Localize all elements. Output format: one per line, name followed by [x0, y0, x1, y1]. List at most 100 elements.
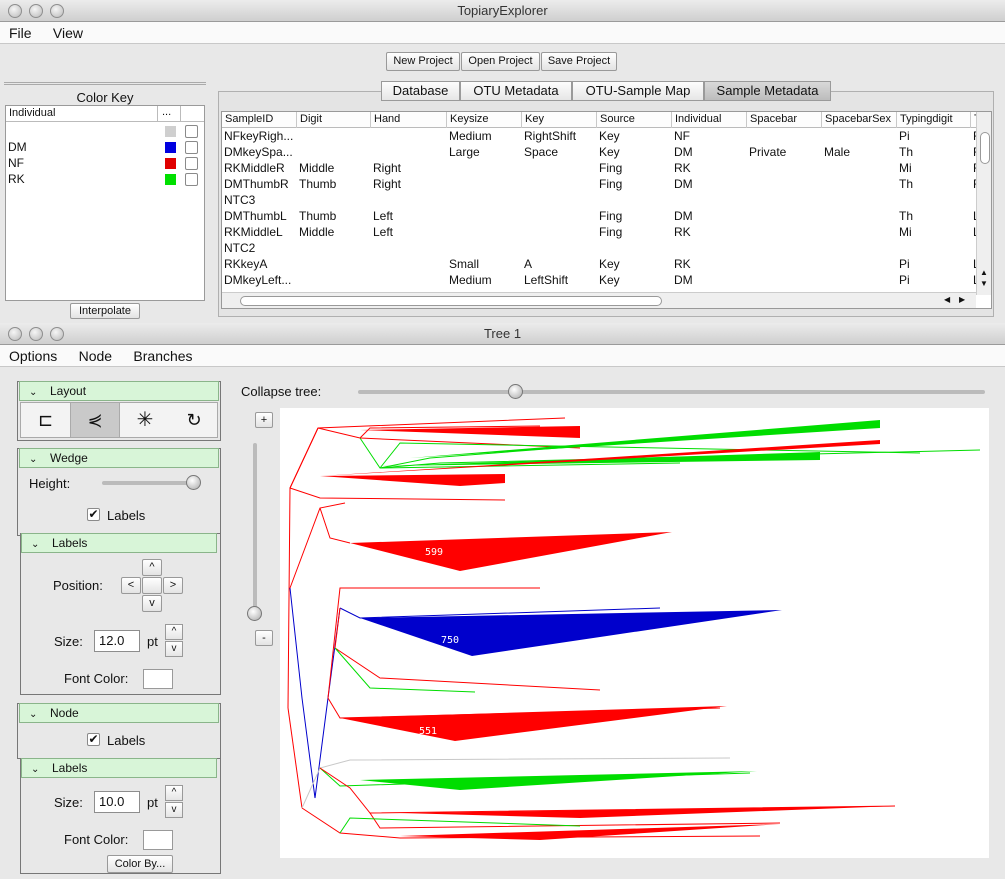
collapsed-clade-wedge[interactable]: [350, 532, 672, 571]
zoom-slider[interactable]: [253, 443, 257, 621]
sample-metadata-table[interactable]: SampleID Digit Hand Keysize Key Source Individ…: [221, 111, 992, 309]
horizontal-scroll-thumb[interactable]: [240, 296, 662, 306]
collapsed-clade-wedge[interactable]: [400, 824, 780, 840]
node-panel-header[interactable]: ⌄ Node: [19, 703, 219, 723]
color-key-checkbox[interactable]: [185, 157, 198, 170]
menu-options[interactable]: Options: [9, 348, 58, 364]
collapse-tree-slider-thumb[interactable]: [507, 384, 523, 399]
node-labels-checkbox[interactable]: ✔: [87, 732, 100, 746]
table-horizontal-scrollbar[interactable]: ◀ ▶: [222, 292, 976, 308]
color-swatch[interactable]: [165, 142, 176, 153]
color-key-checkbox[interactable]: [185, 141, 198, 154]
table-row[interactable]: DMThumbRThumbRightFingDMThR: [222, 176, 982, 192]
wedge-panel-header[interactable]: ⌄ Wedge: [19, 448, 219, 468]
interpolate-button[interactable]: Interpolate: [70, 303, 140, 319]
table-row[interactable]: DMThumbLThumbLeftFingDMThL: [222, 208, 980, 224]
column-header[interactable]: Keysize: [447, 112, 522, 128]
collapsed-clade-wedge[interactable]: [410, 420, 880, 458]
layout-panel-header[interactable]: ⌄ Layout: [19, 381, 219, 401]
color-key-header-more[interactable]: ...: [158, 106, 180, 122]
scroll-left-arrow-icon[interactable]: ◀: [944, 295, 951, 304]
save-project-button[interactable]: Save Project: [541, 52, 617, 71]
radial-layout-icon[interactable]: ✳: [136, 409, 154, 431]
collapsed-clade-wedge[interactable]: [340, 706, 727, 741]
table-row[interactable]: NTC3: [222, 192, 977, 208]
scroll-down-arrow-icon[interactable]: ▼: [980, 279, 988, 288]
position-center-button[interactable]: [142, 577, 162, 594]
position-up-button[interactable]: ^: [142, 559, 162, 576]
position-right-button[interactable]: >: [163, 577, 183, 594]
tab-database[interactable]: Database: [381, 81, 460, 101]
collapsed-clade-wedge[interactable]: [360, 771, 757, 790]
node-size-increment-button[interactable]: ^: [165, 785, 183, 801]
wedge-labels-panel-header[interactable]: ⌄ Labels: [21, 533, 217, 553]
wedge-size-increment-button[interactable]: ^: [165, 624, 183, 640]
column-header[interactable]: SampleID: [222, 112, 297, 128]
column-header[interactable]: Spacebar: [747, 112, 822, 128]
slanted-layout-icon[interactable]: ⋞: [70, 403, 120, 437]
zoom-in-button[interactable]: +: [255, 412, 273, 428]
node-labels-panel-header[interactable]: ⌄ Labels: [21, 758, 217, 778]
zoom-window-button[interactable]: [50, 327, 64, 341]
collapsed-clade-wedge[interactable]: [320, 440, 880, 476]
close-window-button[interactable]: [8, 327, 22, 341]
table-row[interactable]: RKkeyASmallAKeyRKPiL: [222, 256, 980, 272]
new-project-button[interactable]: New Project: [386, 52, 460, 71]
column-header[interactable]: Key: [522, 112, 597, 128]
color-key-header[interactable]: Individual: [6, 106, 158, 122]
wedge-label-size-input[interactable]: 12.0: [94, 630, 140, 652]
color-by-button[interactable]: Color By...: [107, 855, 173, 873]
wedge-height-slider-thumb[interactable]: [186, 475, 201, 490]
collapsed-clade-wedge[interactable]: [400, 806, 895, 818]
minimize-window-button[interactable]: [29, 327, 43, 341]
tree-canvas[interactable]: 599 750 551: [280, 408, 989, 858]
column-header[interactable]: Individual: [672, 112, 747, 128]
color-swatch[interactable]: [165, 126, 176, 137]
vertical-scroll-thumb[interactable]: [980, 132, 990, 164]
close-window-button[interactable]: [8, 4, 22, 18]
collapse-tree-slider[interactable]: [358, 390, 985, 394]
column-header[interactable]: Digit: [297, 112, 371, 128]
wedge-height-slider[interactable]: [102, 481, 200, 485]
polar-layout-icon[interactable]: ↻: [186, 410, 202, 430]
zoom-window-button[interactable]: [50, 4, 64, 18]
menu-view[interactable]: View: [52, 25, 83, 41]
wedge-labels-checkbox[interactable]: ✔: [87, 507, 100, 521]
wedge-font-color-swatch[interactable]: [143, 669, 173, 689]
tab-sample-metadata[interactable]: Sample Metadata: [704, 81, 831, 101]
color-swatch[interactable]: [165, 158, 176, 169]
menu-branches[interactable]: Branches: [133, 348, 193, 364]
tab-otu-metadata[interactable]: OTU Metadata: [460, 81, 572, 101]
collapsed-clade-wedge[interactable]: [360, 426, 580, 438]
menu-node[interactable]: Node: [78, 348, 113, 364]
node-label-size-input[interactable]: 10.0: [94, 791, 140, 813]
node-size-decrement-button[interactable]: v: [165, 802, 183, 818]
table-row[interactable]: RKMiddleRMiddleRightFingRKMiR: [222, 160, 982, 176]
node-font-color-swatch[interactable]: [143, 830, 173, 850]
table-row[interactable]: DMkeyLeft...MediumLeftShiftKeyDMPiL: [222, 272, 980, 288]
column-header[interactable]: SpacebarSex: [822, 112, 897, 128]
collapsed-clade-wedge[interactable]: [360, 610, 782, 656]
rectangular-layout-icon[interactable]: ⊏: [37, 410, 54, 430]
table-row[interactable]: NFkeyRigh...MediumRightShiftKeyNFPiR: [222, 128, 982, 144]
color-swatch[interactable]: [165, 174, 176, 185]
color-key-checkbox[interactable]: [185, 125, 198, 138]
scroll-up-arrow-icon[interactable]: ▲: [980, 268, 988, 277]
zoom-slider-thumb[interactable]: [247, 606, 262, 621]
column-header[interactable]: Typingdigit: [897, 112, 971, 128]
position-down-button[interactable]: v: [142, 595, 162, 612]
open-project-button[interactable]: Open Project: [461, 52, 540, 71]
table-row[interactable]: RKMiddleLMiddleLeftFingRKMiL: [222, 224, 980, 240]
minimize-window-button[interactable]: [29, 4, 43, 18]
table-vertical-scrollbar[interactable]: ▲ ▼: [976, 112, 991, 295]
collapsed-clade-wedge[interactable]: [320, 474, 505, 486]
column-header[interactable]: Source: [597, 112, 672, 128]
position-left-button[interactable]: <: [121, 577, 141, 594]
table-row[interactable]: NTC2: [222, 240, 977, 256]
column-header[interactable]: Hand: [371, 112, 447, 128]
tab-otu-sample-map[interactable]: OTU-Sample Map: [572, 81, 704, 101]
scroll-right-arrow-icon[interactable]: ▶: [959, 295, 966, 304]
zoom-out-button[interactable]: -: [255, 630, 273, 646]
phylogenetic-tree[interactable]: 599 750 551: [280, 408, 989, 858]
